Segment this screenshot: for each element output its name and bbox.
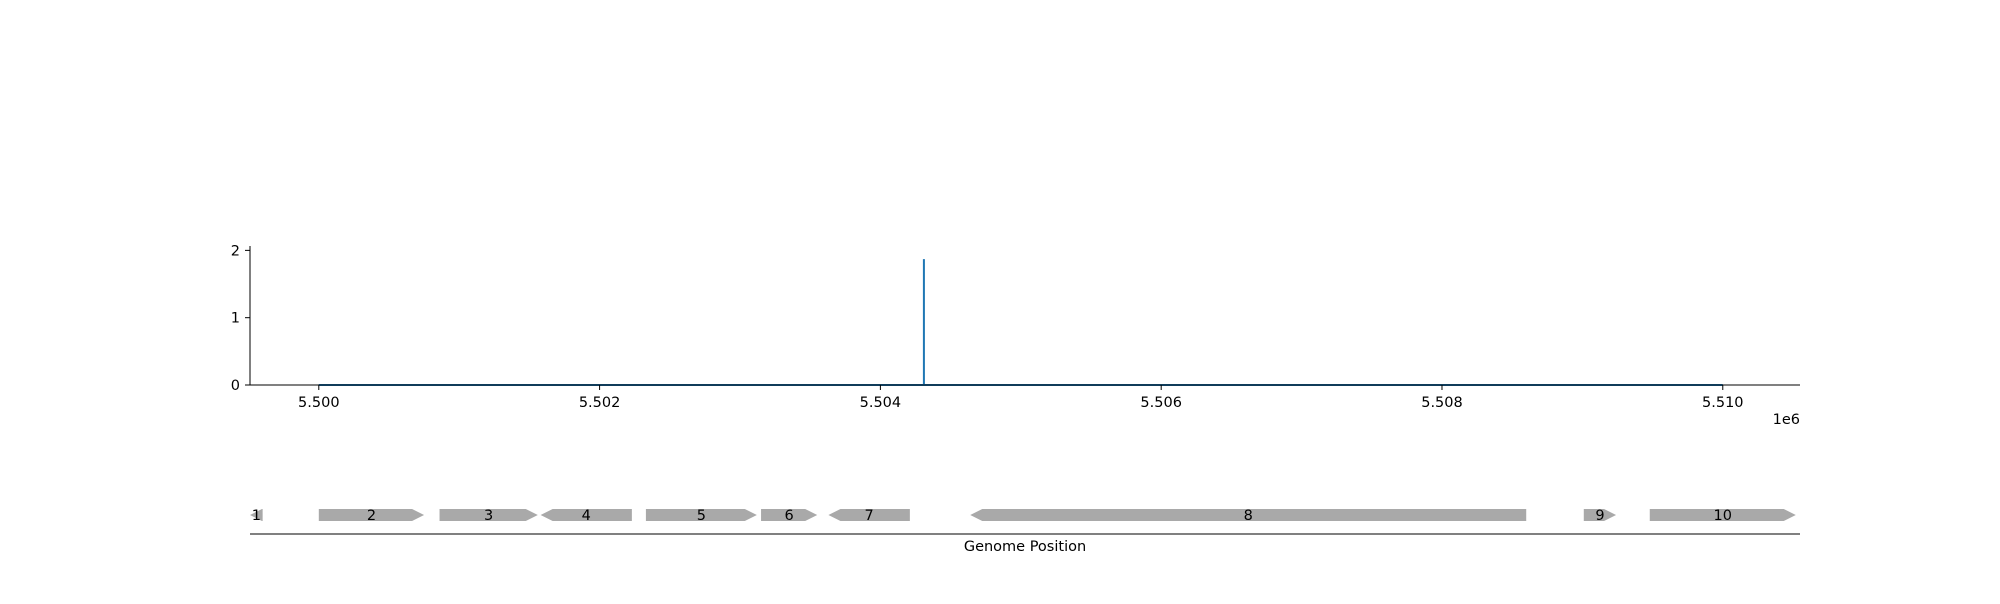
- gene-arrow-7: [828, 509, 910, 521]
- gene-label-3: 3: [484, 508, 493, 524]
- coverage-series: [318, 259, 1723, 386]
- gene-arrow-10: [1649, 509, 1796, 521]
- y-tick-label: 2: [231, 243, 240, 259]
- y-ticks: 0 1 2: [231, 243, 250, 394]
- x-tick-label: 5.500: [298, 395, 340, 411]
- gene-label-4: 4: [582, 508, 591, 524]
- gene-arrow-2: [318, 509, 425, 521]
- gene-label-7: 7: [865, 508, 874, 524]
- coverage-plot: 5.500 5.502 5.504 5.506 5.508 5.510 0 1 2 1e6: [231, 243, 1800, 428]
- gene-track: 1 2 3 4 5 6 7 8 9 10 Genome Position: [250, 508, 1800, 555]
- x-tick-label: 5.502: [579, 395, 621, 411]
- gene-track-xlabel: Genome Position: [964, 539, 1086, 555]
- gene-arrow-1: [250, 509, 263, 521]
- x-tick-label: 5.506: [1140, 395, 1182, 411]
- x-tick-label: 5.508: [1421, 395, 1463, 411]
- gene-arrow-4: [540, 509, 632, 521]
- gene-arrow-5: [645, 509, 757, 521]
- coverage-line-0: [318, 259, 1723, 386]
- gene-label-1: 1: [252, 508, 261, 524]
- x-ticks: 5.500 5.502 5.504 5.506 5.508 5.510: [298, 385, 1744, 411]
- x-tick-label: 5.504: [860, 395, 902, 411]
- gene-label-6: 6: [785, 508, 794, 524]
- gene-label-8: 8: [1244, 508, 1253, 524]
- gene-arrow-9: [1583, 509, 1617, 521]
- gene-label-5: 5: [697, 508, 706, 524]
- gene-arrow-3: [439, 509, 538, 521]
- genes: 1 2 3 4 5 6 7 8 9 10: [250, 508, 1796, 524]
- x-tick-label: 5.510: [1702, 395, 1744, 411]
- gene-label-10: 10: [1714, 508, 1732, 524]
- gene-label-2: 2: [367, 508, 376, 524]
- gene-arrow-6: [761, 509, 818, 521]
- y-tick-label: 0: [231, 378, 240, 394]
- y-tick-label: 1: [231, 311, 240, 327]
- gene-arrow-8: [970, 509, 1527, 521]
- gene-label-9: 9: [1595, 508, 1604, 524]
- x-offset-label: 1e6: [1773, 412, 1800, 428]
